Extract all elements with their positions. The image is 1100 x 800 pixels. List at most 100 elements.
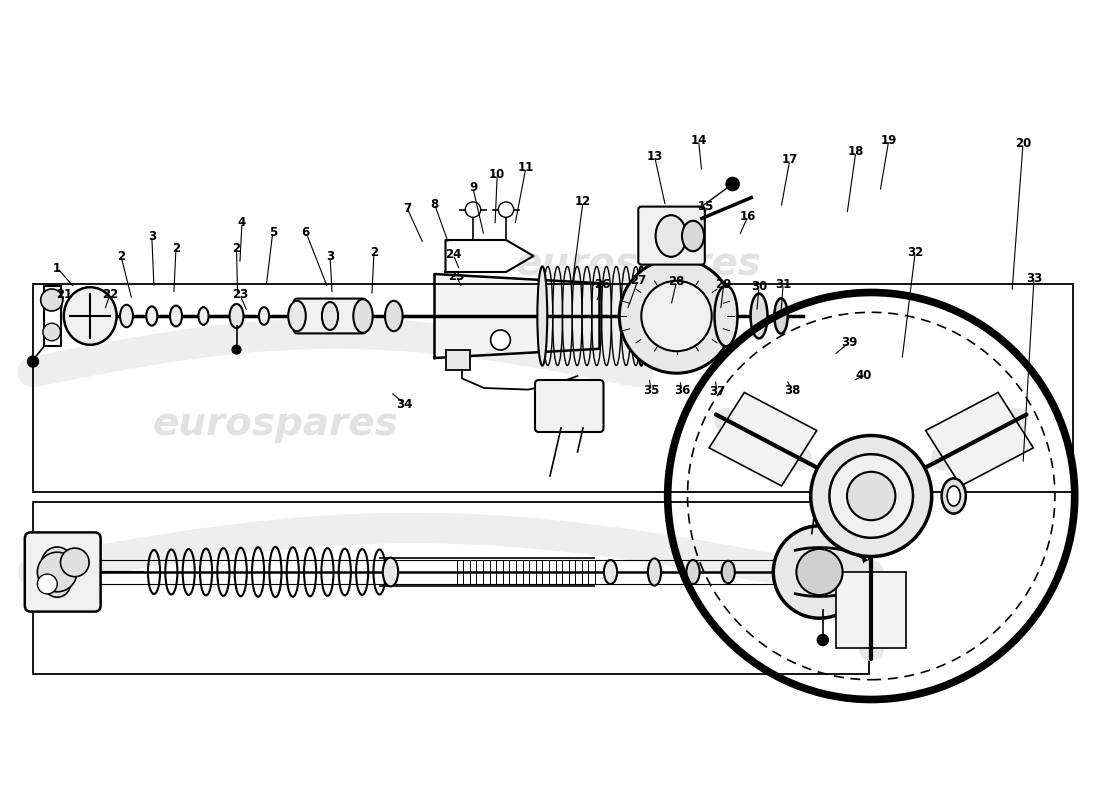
Circle shape [619, 258, 734, 373]
Text: 16: 16 [740, 210, 756, 222]
Ellipse shape [942, 478, 966, 514]
Circle shape [847, 472, 895, 520]
Circle shape [41, 289, 63, 311]
Text: 34: 34 [397, 398, 412, 410]
Text: 21: 21 [56, 288, 72, 301]
Ellipse shape [146, 306, 157, 326]
Ellipse shape [656, 215, 686, 257]
Ellipse shape [385, 301, 403, 331]
Text: 24: 24 [446, 248, 461, 261]
Circle shape [28, 356, 38, 367]
Circle shape [43, 323, 60, 341]
Circle shape [37, 574, 57, 594]
Text: 19: 19 [881, 134, 896, 146]
Text: 8: 8 [430, 198, 439, 210]
Circle shape [726, 178, 739, 190]
Ellipse shape [258, 307, 270, 325]
Polygon shape [925, 393, 1033, 486]
Text: 11: 11 [518, 162, 534, 174]
Circle shape [796, 549, 843, 595]
Text: 32: 32 [908, 246, 923, 258]
Text: 12: 12 [575, 195, 591, 208]
Text: 20: 20 [1015, 138, 1031, 150]
Ellipse shape [686, 560, 700, 584]
Ellipse shape [636, 266, 647, 366]
Circle shape [817, 634, 828, 646]
Ellipse shape [947, 486, 960, 506]
Text: 4: 4 [238, 216, 246, 229]
Text: 14: 14 [691, 134, 706, 146]
Circle shape [60, 548, 89, 577]
Circle shape [465, 202, 481, 218]
Polygon shape [836, 571, 906, 648]
Ellipse shape [750, 294, 768, 338]
Text: 9: 9 [469, 182, 477, 194]
Text: 7: 7 [403, 202, 411, 214]
Text: 30: 30 [751, 280, 767, 293]
Text: 35: 35 [644, 384, 659, 397]
Ellipse shape [383, 558, 398, 586]
Polygon shape [710, 393, 817, 486]
Text: 27: 27 [630, 274, 646, 286]
Ellipse shape [64, 287, 117, 345]
Circle shape [44, 571, 70, 597]
Ellipse shape [715, 286, 737, 346]
Text: 23: 23 [232, 288, 248, 301]
Text: 26: 26 [595, 278, 610, 290]
Ellipse shape [322, 302, 338, 330]
Ellipse shape [120, 305, 133, 327]
Polygon shape [434, 274, 600, 358]
Circle shape [37, 552, 77, 592]
Ellipse shape [288, 301, 306, 331]
Text: 5: 5 [268, 226, 277, 238]
Circle shape [810, 492, 823, 505]
Ellipse shape [538, 266, 548, 366]
Ellipse shape [722, 561, 735, 583]
Bar [33, 284, 1072, 492]
Ellipse shape [648, 558, 661, 586]
Text: 10: 10 [490, 168, 505, 181]
Text: 2: 2 [370, 246, 378, 258]
Text: 6: 6 [301, 226, 310, 238]
Text: 1: 1 [53, 262, 62, 274]
Text: 15: 15 [698, 200, 714, 213]
Text: 22: 22 [102, 288, 118, 301]
Bar [33, 502, 869, 674]
Ellipse shape [198, 307, 209, 325]
Ellipse shape [682, 221, 704, 251]
Text: 2: 2 [117, 250, 125, 262]
Text: 3: 3 [147, 230, 156, 242]
Text: 29: 29 [716, 278, 732, 290]
Ellipse shape [353, 299, 373, 333]
Text: eurospares: eurospares [515, 245, 761, 283]
Circle shape [42, 547, 73, 578]
Bar [542, 266, 641, 366]
FancyBboxPatch shape [638, 206, 705, 265]
FancyBboxPatch shape [25, 533, 100, 611]
Text: 2: 2 [232, 242, 241, 254]
Ellipse shape [491, 330, 510, 350]
Text: 38: 38 [784, 384, 800, 397]
Text: 36: 36 [674, 384, 690, 397]
Text: 13: 13 [647, 150, 662, 162]
Ellipse shape [230, 304, 243, 328]
Ellipse shape [170, 306, 182, 326]
Text: 37: 37 [710, 386, 725, 398]
Circle shape [829, 454, 913, 538]
Text: 2: 2 [172, 242, 180, 254]
Circle shape [773, 526, 866, 618]
FancyBboxPatch shape [535, 380, 604, 432]
Text: 39: 39 [842, 336, 857, 349]
Circle shape [811, 435, 932, 557]
Text: 28: 28 [669, 275, 684, 288]
Text: 18: 18 [848, 146, 864, 158]
Text: eurospares: eurospares [152, 405, 398, 443]
Bar [446, 350, 470, 370]
Text: 33: 33 [1026, 272, 1042, 285]
Circle shape [498, 202, 514, 218]
Ellipse shape [774, 298, 788, 334]
Text: 17: 17 [782, 154, 797, 166]
Ellipse shape [604, 560, 617, 584]
Text: 25: 25 [449, 270, 464, 282]
Text: 3: 3 [326, 250, 334, 262]
